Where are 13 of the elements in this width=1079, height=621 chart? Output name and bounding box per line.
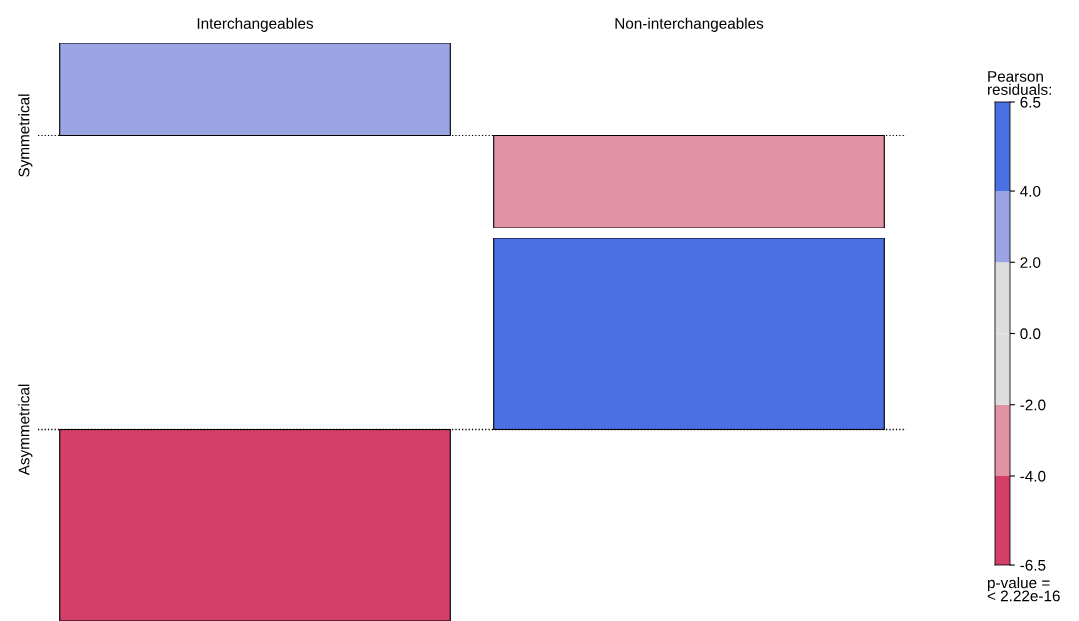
color-bar-label: 4.0 <box>1020 185 1041 197</box>
color-bar-label: -4.0 <box>1020 470 1046 482</box>
color-bar-label: -2.0 <box>1020 399 1046 411</box>
y-axis-title: Asymmetrical <box>18 384 33 476</box>
y-axis-title: Symmetrical <box>18 94 33 177</box>
color-bar-label: 2.0 <box>1020 257 1041 268</box>
color-bar-title: Pearson residuals: <box>988 71 1051 95</box>
color-bar-label: 0.0 <box>1020 328 1041 340</box>
text: p-value = < 2.22e-16 <box>987 577 1060 602</box>
color-bar-label: 6.5 <box>1020 96 1041 108</box>
x-tick-label: Non-interchangeables <box>615 17 764 32</box>
x-tick-label: Interchangeables <box>197 17 314 32</box>
color-bar-label: -6.5 <box>1020 559 1046 571</box>
